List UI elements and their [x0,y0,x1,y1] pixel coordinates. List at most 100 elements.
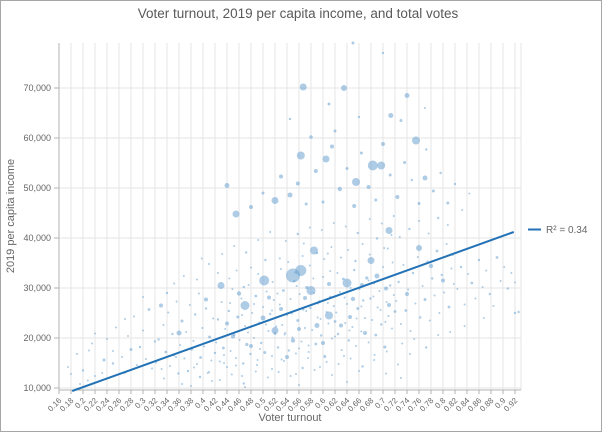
data-point [411,271,415,275]
data-point [310,246,318,255]
data-point [124,318,126,320]
data-point [391,327,393,330]
data-point [261,191,265,195]
data-point [347,339,350,342]
data-point [381,142,385,146]
data-point [278,303,281,306]
data-point [375,237,379,240]
data-point [342,278,352,288]
data-point [428,263,434,269]
data-point [308,226,311,229]
data-point [393,310,397,313]
data-point [323,258,326,260]
data-point [238,339,241,341]
data-point [510,272,513,274]
y-tick-label: 40,000 [23,233,51,243]
data-point [437,216,440,220]
data-point [298,293,301,295]
data-point [210,359,213,362]
data-point [208,335,212,339]
data-point [298,384,300,386]
data-point [147,308,151,311]
data-point [230,373,233,376]
data-point [459,265,463,269]
data-point [271,327,279,334]
data-point [316,316,319,319]
data-point [223,354,225,356]
data-point [376,306,379,309]
data-point [280,358,283,361]
data-point [291,336,294,339]
data-point [364,317,366,319]
data-point [437,334,440,336]
data-point [401,342,404,345]
data-point [320,229,323,231]
data-point [254,370,257,373]
data-point [367,279,370,282]
data-point [361,243,364,245]
data-point [171,332,174,336]
data-point [395,300,398,302]
data-point [335,311,338,314]
data-point [253,337,255,339]
data-point [231,334,235,339]
data-point [387,303,391,307]
data-point [112,350,114,352]
data-point [269,312,272,316]
data-point [179,344,182,346]
data-point [446,201,450,205]
data-point [492,305,495,307]
data-point [281,324,284,326]
data-point [323,355,327,358]
data-point [142,329,144,332]
data-point [322,155,330,163]
data-point [305,310,308,312]
data-point [217,272,219,274]
data-point [348,315,352,319]
data-point [366,185,371,189]
data-point [151,367,153,370]
data-point [249,205,253,209]
y-tick-label: 70,000 [23,83,51,93]
data-point [196,363,198,365]
data-point [296,232,299,236]
data-point [236,315,240,319]
data-point [102,358,106,362]
data-point [79,383,81,385]
data-point [404,309,408,312]
data-point [345,167,349,170]
data-point [369,297,372,300]
data-point [422,175,428,181]
y-tick-label: 10,000 [23,383,51,393]
data-point [403,161,407,164]
data-point [409,353,411,355]
data-point [251,312,254,314]
data-point [343,355,345,357]
data-point [346,303,348,305]
data-point [287,261,290,263]
data-point [325,361,328,363]
data-point [319,318,322,320]
data-point [326,252,329,255]
data-point [241,375,243,377]
data-point [388,173,392,177]
data-point [352,178,360,186]
data-point [352,204,357,208]
data-point [260,341,263,345]
data-point [383,345,387,349]
y-tick-label: 30,000 [23,283,51,293]
data-point [329,270,332,272]
data-point [326,302,329,304]
data-point [249,344,253,348]
data-point [414,302,417,305]
data-point [133,315,135,318]
data-point [371,319,374,321]
data-point [244,325,246,327]
data-point [169,365,171,367]
data-point [320,334,323,337]
data-point [271,281,274,283]
data-point [165,291,169,295]
x-tick-labels: 0.160.180.20.220.240.260.280.30.320.340.… [46,396,520,414]
data-point [302,242,305,245]
data-point [321,341,325,345]
